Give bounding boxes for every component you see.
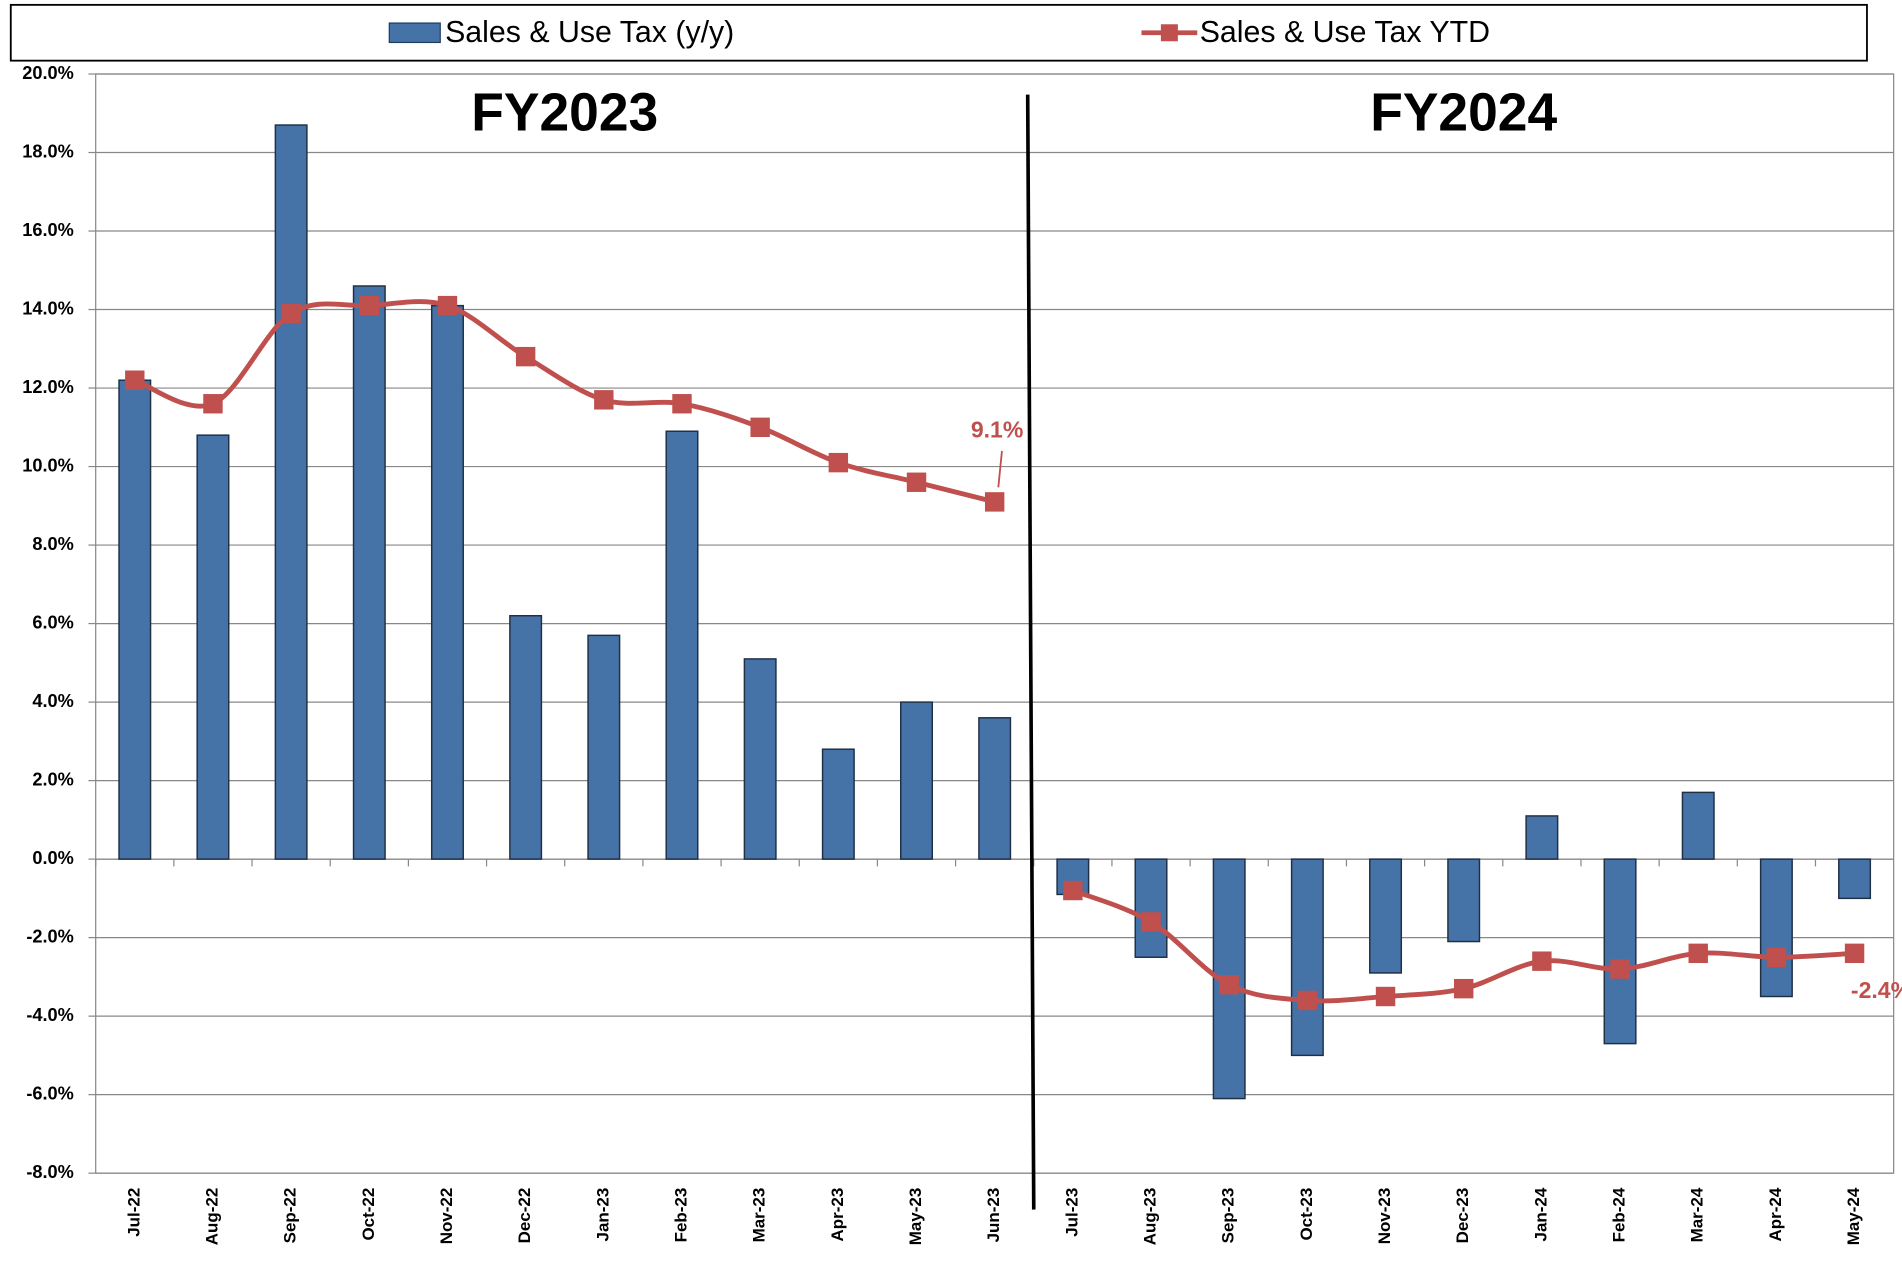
legend-label: Sales & Use Tax (y/y) [445, 16, 734, 49]
x-tick-label: Aug-22 [202, 1188, 221, 1246]
line-marker [984, 492, 1005, 512]
period-divider [1025, 94, 1036, 1210]
x-tick-label: Sep-22 [281, 1188, 300, 1244]
x-tick-label: Dec-22 [515, 1188, 534, 1244]
y-tick-label: -4.0% [26, 1005, 74, 1025]
line-marker [1688, 943, 1708, 964]
period-label: FY2023 [471, 84, 658, 143]
bar [1134, 858, 1168, 958]
y-tick-label: 0.0% [32, 848, 73, 868]
line-marker [515, 346, 536, 367]
y-tick-label: 2.0% [32, 769, 73, 789]
data-label: 9.1% [971, 417, 1024, 443]
line-marker [125, 370, 145, 390]
y-tick-label: 16.0% [22, 220, 74, 240]
y-tick-label: 8.0% [32, 534, 73, 554]
line-marker [594, 390, 614, 410]
bar [900, 701, 934, 860]
bar [352, 285, 386, 860]
bar [430, 304, 464, 860]
x-tick-label: Oct-23 [1297, 1188, 1316, 1241]
line-marker [1844, 943, 1865, 964]
x-tick-label: Aug-23 [1141, 1188, 1160, 1246]
y-tick-label: 14.0% [22, 298, 74, 318]
period-label: FY2024 [1370, 84, 1557, 143]
x-tick-label: Nov-22 [437, 1188, 456, 1245]
x-tick-label: May-24 [1844, 1187, 1863, 1245]
line-marker [437, 295, 458, 316]
y-tick-label: 6.0% [32, 612, 73, 632]
line-marker [672, 394, 692, 414]
line-marker [1766, 947, 1787, 967]
x-tick-label: Nov-23 [1375, 1188, 1394, 1245]
bar [1369, 858, 1403, 974]
line-marker [1375, 986, 1396, 1007]
bar [509, 615, 543, 860]
bar [1447, 858, 1481, 943]
x-tick-label: Jan-23 [593, 1188, 612, 1242]
x-tick-label: Jan-24 [1531, 1187, 1550, 1241]
x-tick-label: Apr-23 [828, 1188, 847, 1242]
legend-box [9, 3, 1868, 62]
bar [1525, 815, 1559, 860]
bar [1290, 858, 1324, 1057]
line-marker [203, 394, 223, 414]
bar [1681, 791, 1715, 860]
x-tick-label: May-23 [906, 1188, 925, 1246]
x-tick-label: Dec-23 [1453, 1188, 1472, 1244]
y-tick-label: -2.0% [26, 926, 74, 946]
y-tick-label: 4.0% [32, 691, 73, 711]
x-tick-label: Feb-24 [1610, 1187, 1629, 1242]
data-label: -2.4% [1851, 977, 1902, 1003]
line-marker [281, 303, 301, 324]
line-marker [1610, 959, 1630, 979]
line [133, 299, 996, 505]
bar [1838, 858, 1872, 900]
x-tick-label: Feb-23 [671, 1188, 690, 1243]
legend-swatch [388, 22, 441, 44]
y-tick-label: 10.0% [22, 455, 74, 475]
line-marker [750, 417, 770, 438]
line-marker [906, 472, 927, 492]
line-marker [1532, 951, 1552, 971]
y-tick-label: -6.0% [26, 1083, 74, 1103]
bar [1603, 858, 1637, 1045]
legend-marker [1160, 24, 1178, 42]
x-tick-label: Jul-22 [124, 1188, 143, 1237]
bar [743, 658, 777, 860]
bar [118, 379, 152, 860]
y-tick-label: 20.0% [22, 63, 74, 83]
x-tick-label: Apr-24 [1766, 1187, 1785, 1241]
line-marker [828, 452, 849, 473]
x-tick-label: Sep-23 [1219, 1188, 1238, 1244]
bar [978, 717, 1012, 860]
x-tick-label: Jun-23 [984, 1188, 1003, 1243]
y-tick-label: 18.0% [22, 141, 74, 161]
legend-label: Sales & Use Tax YTD [1200, 16, 1490, 49]
bar [665, 430, 699, 860]
bar [587, 634, 621, 860]
bar [196, 434, 230, 860]
line-marker [1219, 975, 1239, 995]
line-marker [1063, 880, 1083, 901]
y-tick-label: -8.0% [26, 1162, 74, 1182]
y-tick-label: 12.0% [22, 377, 74, 397]
bar [1759, 858, 1793, 998]
x-tick-label: Oct-22 [359, 1188, 378, 1241]
x-tick-label: Mar-23 [750, 1188, 769, 1243]
bar [821, 748, 855, 860]
x-tick-label: Jul-23 [1062, 1188, 1081, 1237]
bar [274, 124, 308, 860]
line-marker [359, 295, 380, 316]
x-tick-label: Mar-24 [1688, 1187, 1707, 1242]
line-marker [1297, 990, 1318, 1011]
label-leader [997, 450, 1003, 488]
line-marker [1141, 912, 1161, 932]
line-marker [1454, 978, 1474, 999]
